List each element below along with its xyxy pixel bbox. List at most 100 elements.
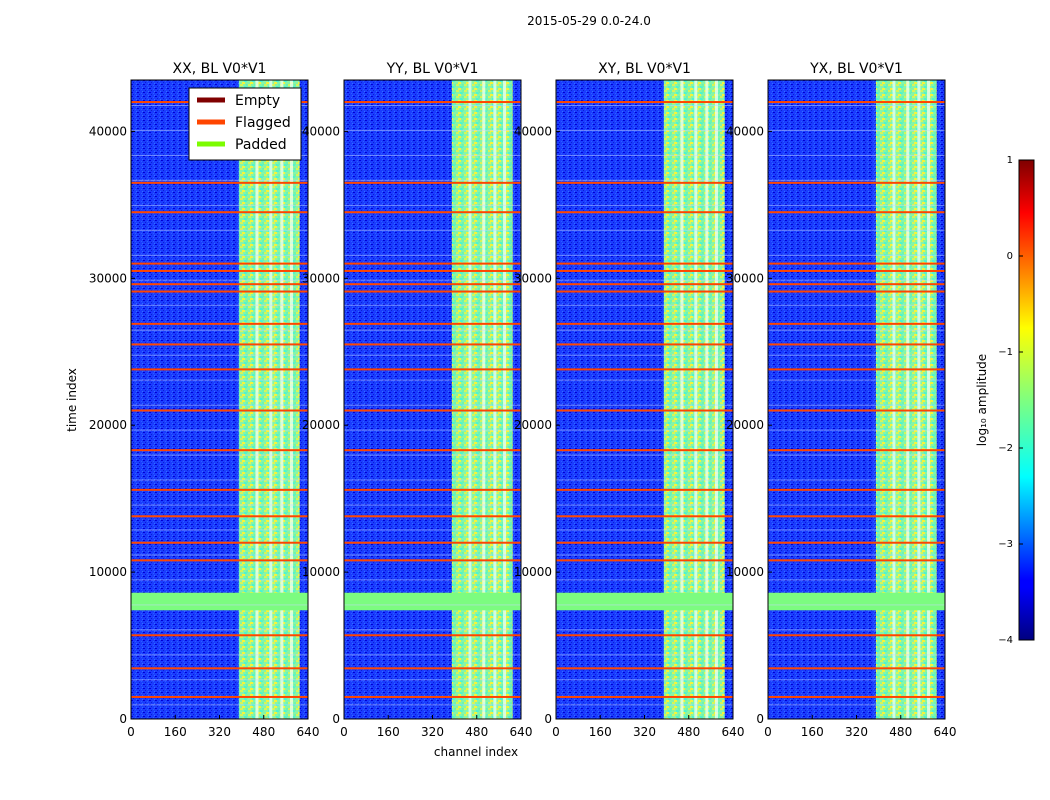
flagged-row (344, 343, 521, 346)
y-tick-label: 10000 (302, 565, 340, 579)
panel-2: XY, BL V0*V1 0 160 320 480 640 0 10000 20000 3000… (514, 61, 745, 739)
padded-band (344, 592, 521, 611)
x-tick-label: 640 (297, 725, 320, 739)
heatmap-channel-line (503, 80, 507, 719)
flagged-row (556, 409, 733, 412)
heatmap-time-line (131, 554, 308, 556)
heatmap-channel-line (280, 80, 284, 719)
heatmap-channel-line (892, 80, 896, 719)
padded-band (768, 592, 945, 611)
x-tick-label: 160 (377, 725, 400, 739)
flagged-row (556, 101, 733, 104)
heatmap-time-line (556, 154, 733, 156)
flagged-row (344, 290, 521, 293)
flagged-row (768, 343, 945, 346)
heatmap-time-line (344, 454, 521, 456)
heatmap-time-line (344, 654, 521, 656)
heatmap-time-line (131, 704, 308, 706)
panel-0: XX, BL V0*V1 0 160 320 480 640 0 10000 20000 3000… (89, 61, 320, 739)
heatmap-time-line (556, 379, 733, 381)
flagged-row (556, 695, 733, 698)
y-tick-label: 30000 (726, 271, 764, 285)
flagged-row (344, 101, 521, 104)
heatmap-time-line (344, 279, 521, 281)
heatmap-channel-line (255, 80, 259, 719)
heatmap-time-line (344, 704, 521, 706)
heatmap-channel-line (715, 80, 719, 719)
y-tick-label: 20000 (514, 418, 552, 432)
flagged-row (131, 409, 308, 412)
heatmap-time-line (768, 179, 945, 181)
heatmap-time-line (344, 129, 521, 131)
heatmap-time-line (768, 629, 945, 631)
heatmap-time-line (556, 654, 733, 656)
flagged-row (768, 695, 945, 698)
flagged-row (344, 559, 521, 562)
y-tick-label: 0 (119, 712, 127, 726)
flagged-row (768, 541, 945, 544)
flagged-row (768, 634, 945, 637)
colorbar-tick-label: −2 (998, 443, 1013, 454)
heatmap-channel-line (705, 80, 709, 719)
flagged-row (344, 322, 521, 325)
y-tick-label: 40000 (514, 124, 552, 138)
heatmap-time-line (344, 379, 521, 381)
heatmap-time-line (131, 229, 308, 231)
heatmap-time-line (556, 304, 733, 306)
heatmap-time-line (768, 354, 945, 356)
heatmap-time-line (344, 329, 521, 331)
y-tick-label: 0 (332, 712, 340, 726)
heatmap-time-line (768, 604, 945, 606)
flagged-row (768, 269, 945, 272)
heatmap-time-line (131, 429, 308, 431)
x-tick-label: 0 (552, 725, 560, 739)
colorbar-tick-label: −3 (998, 539, 1013, 550)
heatmap-time-line (344, 229, 521, 231)
flagged-row (556, 515, 733, 518)
flagged-row (556, 667, 733, 670)
heatmap-time-line (768, 479, 945, 481)
flagged-row (556, 449, 733, 452)
heatmap-time-line (344, 604, 521, 606)
heatmap-time-line (131, 204, 308, 206)
heatmap-time-line (344, 504, 521, 506)
y-tick-label: 30000 (514, 271, 552, 285)
heatmap-time-line (344, 429, 521, 431)
heatmap-channel-line (680, 80, 684, 719)
flagged-row (131, 322, 308, 325)
y-tick-label: 0 (544, 712, 552, 726)
heatmap-time-line (556, 554, 733, 556)
x-tick-label: 320 (208, 725, 231, 739)
heatmap-channel-line (927, 80, 931, 719)
flagged-row (556, 343, 733, 346)
flagged-row (768, 181, 945, 184)
x-tick-label: 640 (722, 725, 745, 739)
flagged-row (768, 515, 945, 518)
flagged-row (556, 262, 733, 265)
heatmap-time-line (768, 229, 945, 231)
colorbar-label: log₁₀ amplitude (975, 354, 989, 446)
heatmap-time-line (768, 329, 945, 331)
heatmap-channel-line (468, 80, 472, 719)
x-tick-label: 480 (465, 725, 488, 739)
heatmap-time-line (131, 279, 308, 281)
heatmap-time-line (556, 404, 733, 406)
panel-title: XY, BL V0*V1 (598, 61, 691, 77)
heatmap-time-line (344, 179, 521, 181)
heatmap-time-line (344, 254, 521, 256)
x-tick-label: 160 (164, 725, 187, 739)
x-axis-label: channel index (434, 745, 518, 759)
heatmap-time-line (768, 204, 945, 206)
heatmap-time-line (344, 679, 521, 681)
heatmap-channel-line (269, 80, 273, 719)
heatmap-time-line (131, 654, 308, 656)
flagged-row (344, 283, 521, 286)
flagged-row (131, 667, 308, 670)
flagged-row (131, 695, 308, 698)
padded-band (131, 592, 308, 611)
heatmap-time-line (344, 404, 521, 406)
x-tick-label: 480 (677, 725, 700, 739)
heatmap-channel-line (906, 80, 910, 719)
flagged-row (131, 559, 308, 562)
heatmap-time-line (344, 554, 521, 556)
